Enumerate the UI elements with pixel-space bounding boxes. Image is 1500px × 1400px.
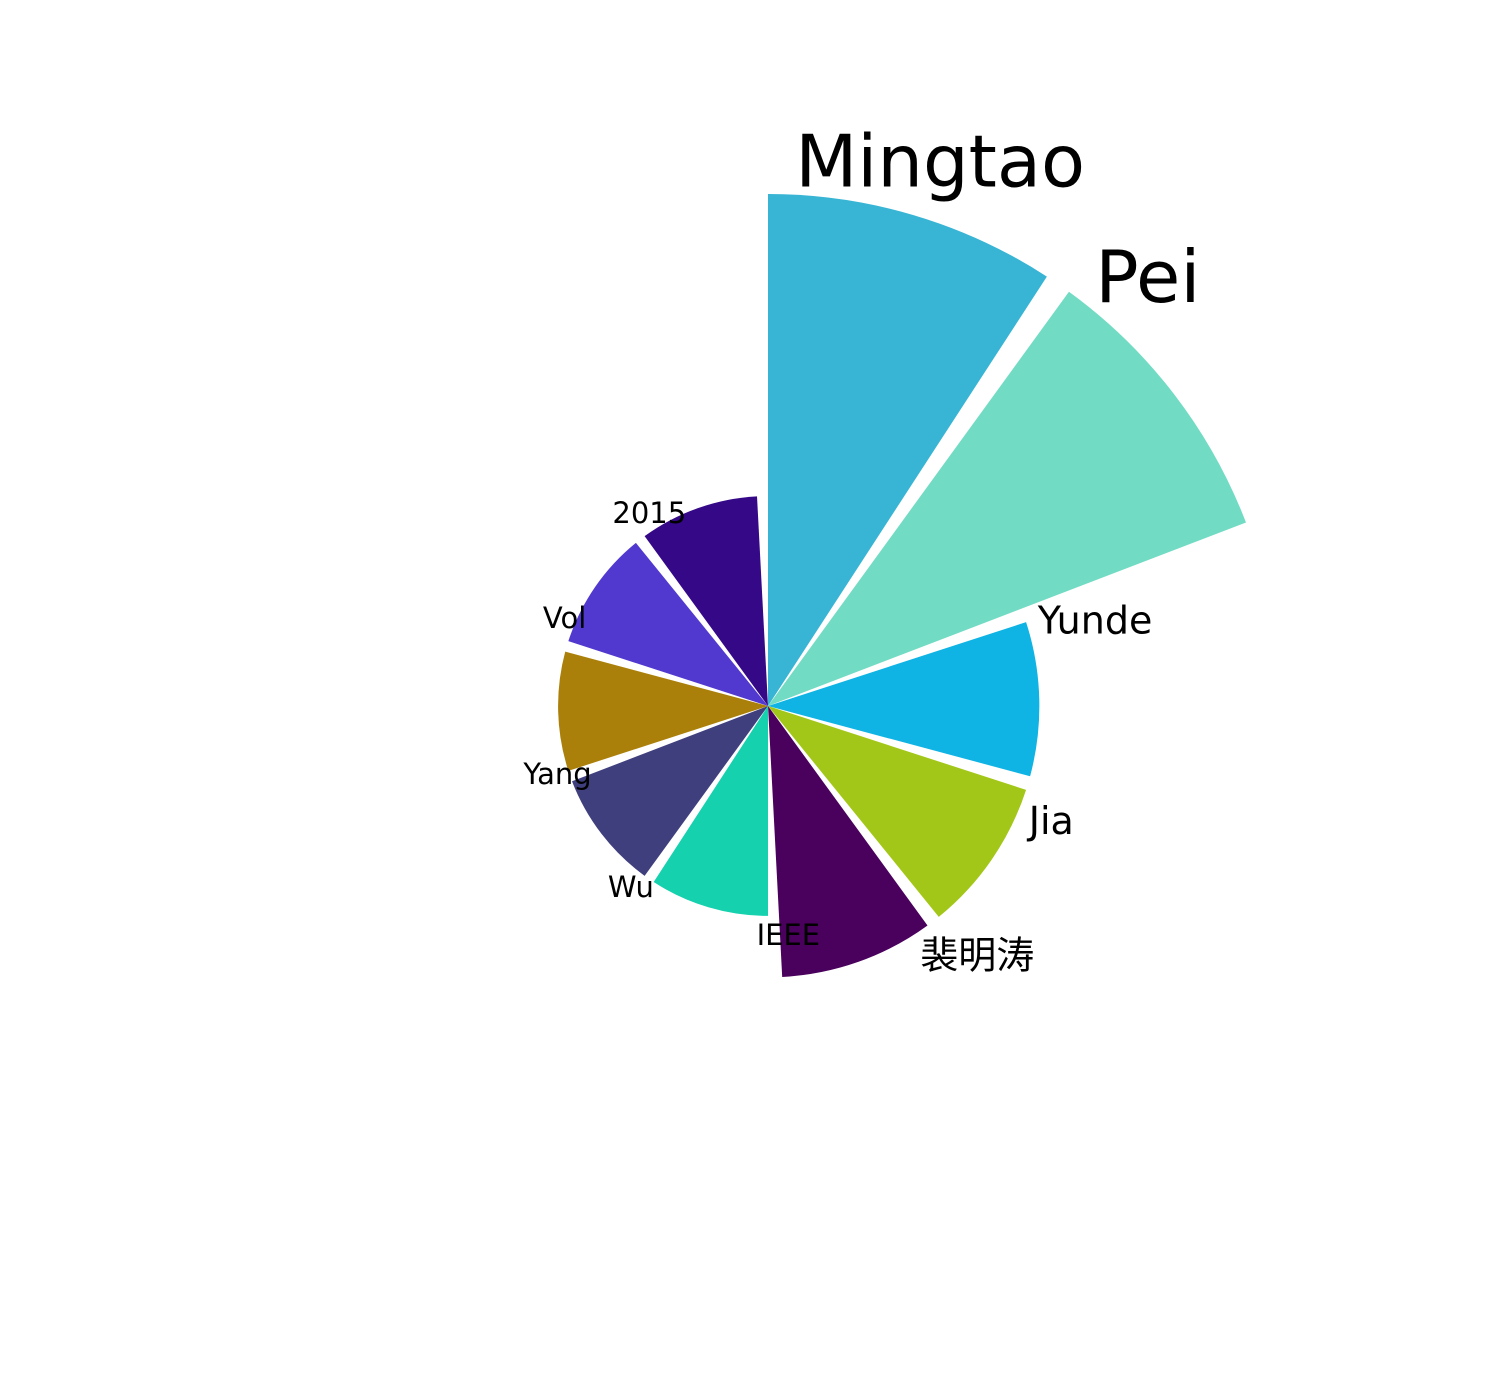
slice-2 — [768, 622, 1040, 777]
slice-label-3: Jia — [1027, 799, 1074, 843]
slice-label-0: Mingtao — [795, 120, 1085, 204]
slice-8 — [568, 542, 768, 706]
slice-5 — [653, 706, 768, 916]
slice-9 — [644, 496, 768, 706]
slice-label-7: Yang — [522, 757, 591, 791]
slice-7 — [558, 651, 768, 771]
slice-label-5: IEEE — [757, 918, 821, 952]
slice-1 — [768, 291, 1246, 706]
slice-label-8: Vol — [543, 601, 586, 635]
slice-3 — [768, 706, 1027, 917]
slice-label-9: 2015 — [612, 496, 686, 530]
slice-6 — [572, 706, 768, 876]
slice-0 — [768, 194, 1047, 706]
rose-slices — [558, 194, 1246, 977]
slice-label-4: 裴明涛 — [920, 933, 1034, 977]
slice-label-1: Pei — [1095, 235, 1200, 319]
slice-label-2: Yunde — [1037, 599, 1153, 643]
slice-label-6: Wu — [608, 870, 654, 904]
slice-4 — [768, 706, 928, 977]
